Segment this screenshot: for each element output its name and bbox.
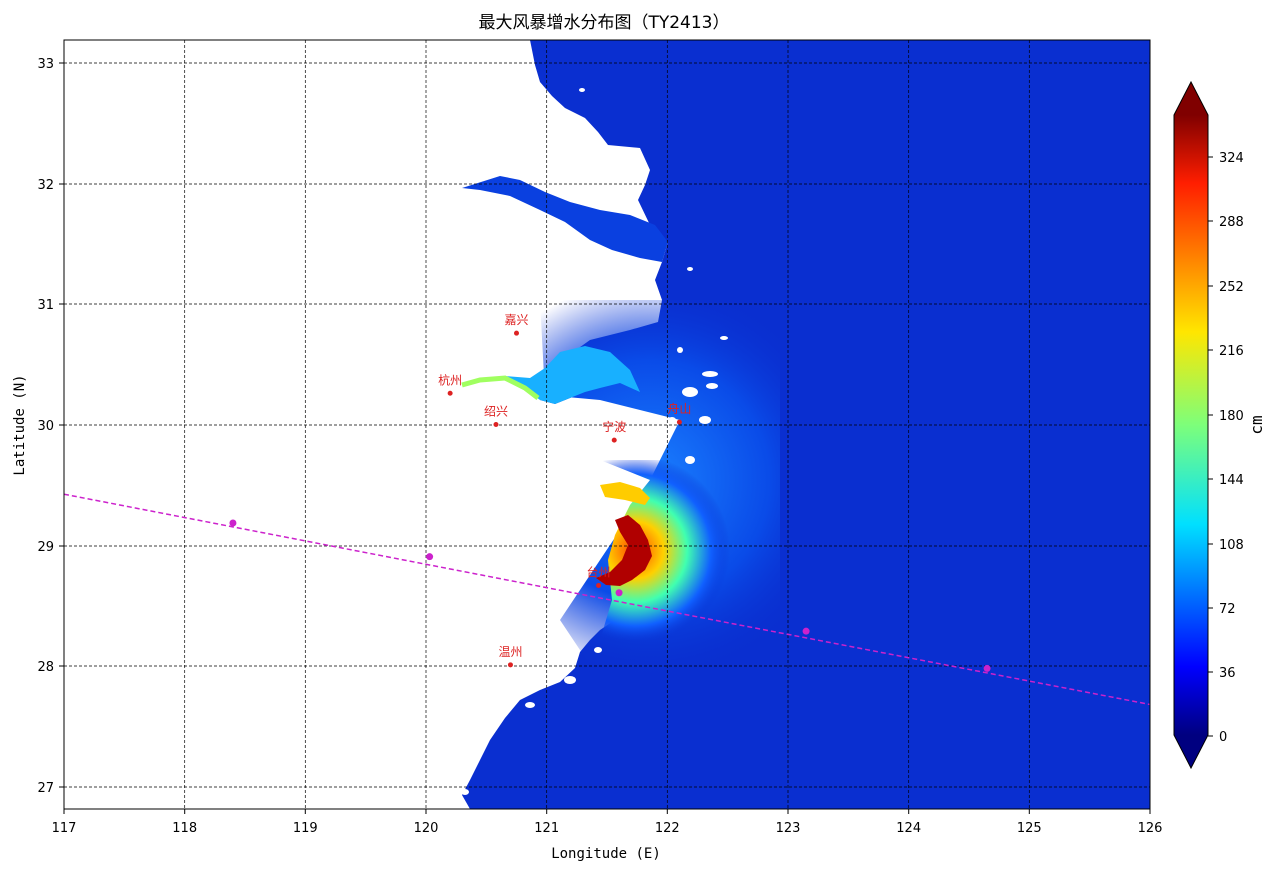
- hangzhou-bay: [475, 346, 640, 404]
- colorbar-tick-label: 252: [1219, 280, 1244, 295]
- surge-hot-zone: [600, 460, 760, 640]
- city-label: 台州: [587, 565, 611, 580]
- y-tick-label: 27: [37, 781, 54, 796]
- colorbar-tick-label: 216: [1219, 344, 1244, 359]
- colorbar-tick-label: 36: [1219, 666, 1236, 681]
- x-tick-label: 119: [293, 821, 318, 836]
- x-tick-label: 123: [776, 821, 801, 836]
- city-label: 舟山: [667, 402, 691, 416]
- x-tick-label: 120: [414, 821, 439, 836]
- y-axis: 33 32 31 30 29 28 27 Latitude (N): [12, 57, 64, 796]
- city-label: 温州: [498, 645, 522, 659]
- x-tick-label: 125: [1017, 821, 1042, 836]
- y-axis-label: Latitude (N): [12, 374, 28, 475]
- colorbar-gradient: [1174, 115, 1208, 735]
- y-tick-label: 31: [37, 298, 54, 313]
- grid-lines: [64, 40, 1150, 809]
- colorbar-tick-label: 108: [1219, 538, 1244, 553]
- city-label: 绍兴: [484, 405, 508, 419]
- typhoon-track-point: [615, 589, 623, 597]
- islands: [461, 88, 728, 795]
- x-tick-label: 124: [896, 821, 921, 836]
- city-marker: [676, 419, 682, 425]
- city-marker: [596, 583, 602, 589]
- city-marker: [447, 390, 453, 396]
- typhoon-track-line: [64, 493, 1150, 706]
- city-label: 嘉兴: [504, 313, 528, 327]
- colorbar-tick-label: 144: [1219, 473, 1244, 488]
- y-tick-label: 33: [37, 57, 54, 72]
- x-tick-label: 122: [655, 821, 680, 836]
- colorbar-tick-label: 324: [1219, 151, 1244, 166]
- typhoon-track-point: [983, 664, 991, 672]
- x-axis: 117 118 119 120 121 122 123 124 125 126 …: [52, 809, 1163, 862]
- city-marker: [514, 330, 519, 336]
- y-tick-label: 30: [37, 419, 54, 434]
- yangtze-estuary: [462, 176, 668, 262]
- colorbar-min-arrow: [1174, 735, 1208, 768]
- x-tick-label: 118: [172, 821, 197, 836]
- colorbar-max-arrow: [1174, 82, 1208, 115]
- taizhou-inlet: [596, 515, 652, 586]
- y-tick-label: 32: [37, 178, 54, 193]
- colorbar-tick-label: 72: [1219, 602, 1236, 617]
- colorbar-frame: [1173, 80, 1209, 770]
- x-axis-label: Longitude (E): [551, 846, 661, 862]
- colorbar-tick-label: 288: [1219, 215, 1244, 230]
- colorbar-label: cm: [1247, 415, 1266, 434]
- city-marker: [493, 422, 499, 427]
- city-label: 杭州: [438, 372, 462, 387]
- x-tick-label: 126: [1138, 821, 1163, 836]
- x-tick-label: 121: [534, 821, 559, 836]
- typhoon-track-point: [802, 627, 810, 635]
- city-label: 宁波: [602, 419, 626, 434]
- y-tick-label: 28: [37, 660, 54, 675]
- colorbar: 0 36 72 108 144 180 216 252 288 324 cm: [1173, 80, 1266, 770]
- xiangshan-inlet: [600, 482, 650, 505]
- qiantang-river: [461, 375, 540, 400]
- colorbar-tick-label: 180: [1219, 409, 1244, 424]
- x-tick-label: 117: [52, 821, 77, 836]
- colorbar-tick-label: 0: [1219, 730, 1227, 745]
- typhoon-track-point: [426, 553, 434, 561]
- typhoon-track: [64, 493, 1150, 706]
- typhoon-track-point: [229, 519, 237, 527]
- y-tick-label: 29: [37, 540, 54, 555]
- chart-title: 最大风暴增水分布图（TY2413）: [478, 13, 729, 33]
- city-marker: [611, 437, 617, 443]
- city-marker: [507, 662, 513, 668]
